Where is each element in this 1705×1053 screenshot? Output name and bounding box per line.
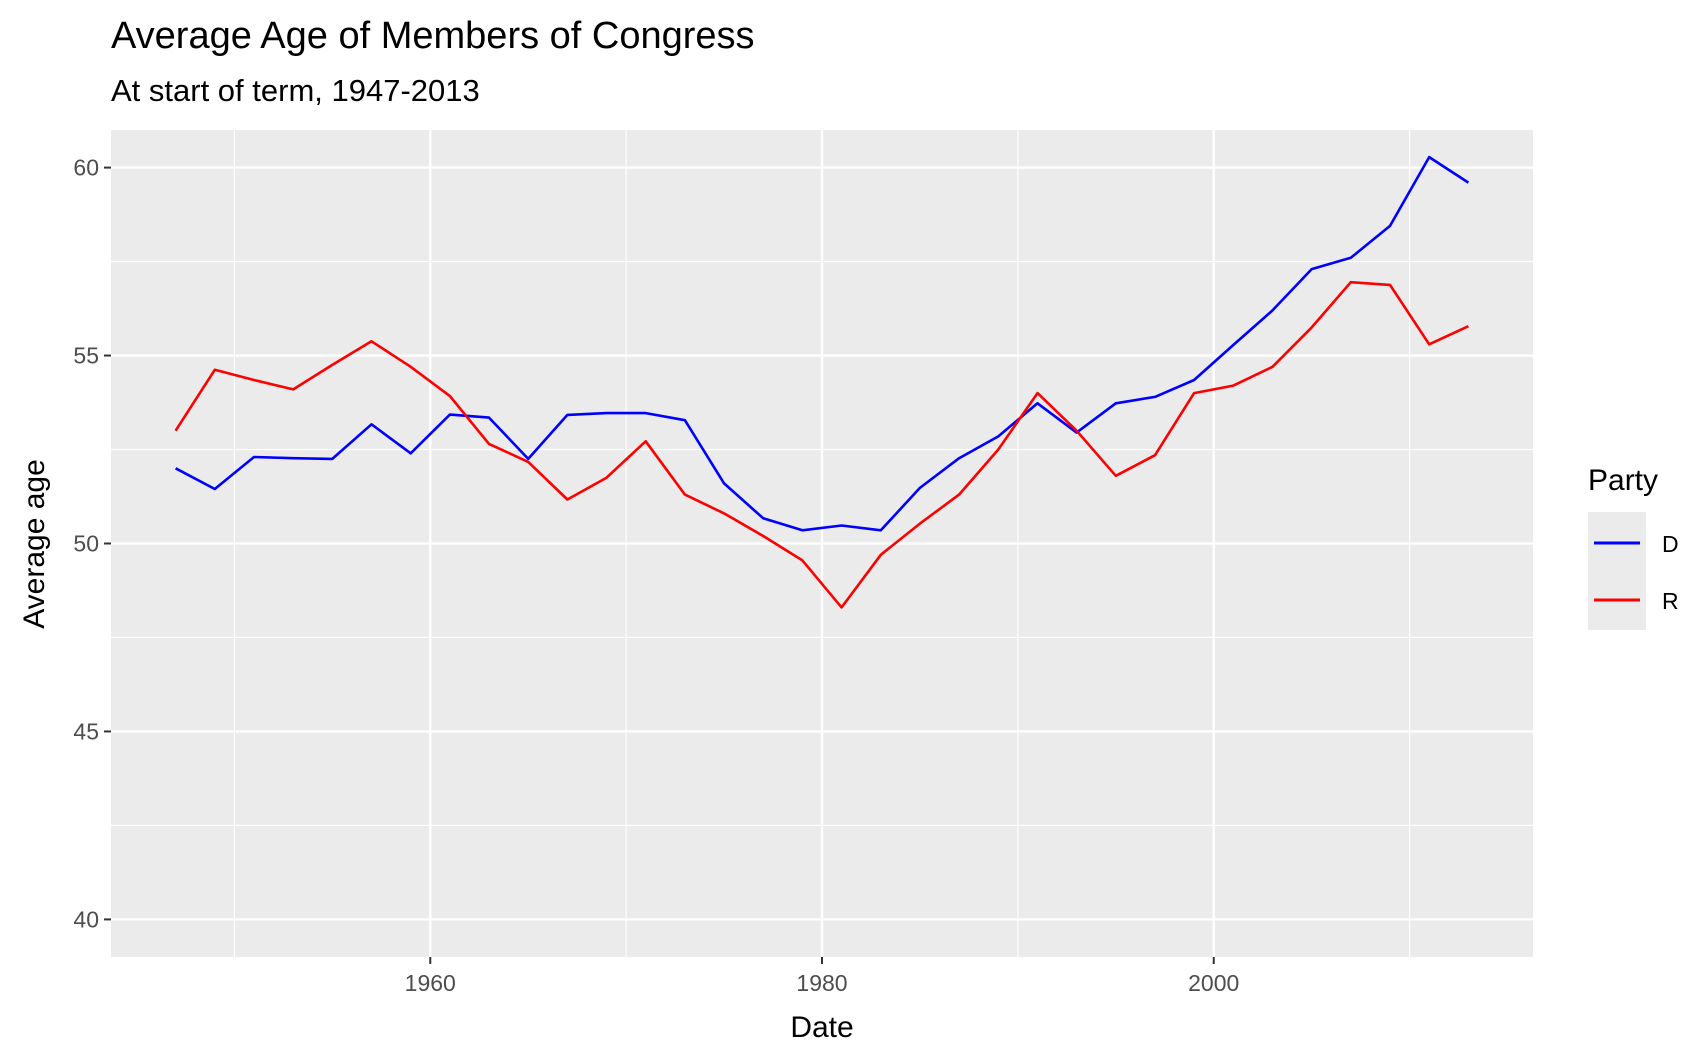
y-axis-title: Average age xyxy=(18,459,51,629)
series-line-r xyxy=(174,280,1469,609)
y-tick-label: 55 xyxy=(73,343,99,369)
grid-lines xyxy=(111,130,1533,957)
x-tick-label: 1960 xyxy=(405,970,456,996)
legend: Party D R xyxy=(1588,464,1679,630)
x-axis-title: Date xyxy=(790,1011,853,1044)
series-line-d xyxy=(174,155,1470,532)
x-tick-label: 1980 xyxy=(796,970,847,996)
legend-label-d: D xyxy=(1662,531,1679,557)
y-tick-label: 60 xyxy=(73,155,99,181)
series-lines xyxy=(174,155,1470,609)
y-tick-label: 45 xyxy=(73,718,99,744)
legend-label-r: R xyxy=(1662,588,1679,614)
y-tick-label: 50 xyxy=(73,531,99,557)
legend-title: Party xyxy=(1588,464,1658,497)
x-tick-label: 2000 xyxy=(1188,970,1239,996)
y-tick-label: 40 xyxy=(73,906,99,932)
y-axis-ticks: 40 45 50 55 60 xyxy=(73,155,111,932)
chart-title: Average Age of Members of Congress xyxy=(111,15,755,57)
legend-key-background xyxy=(1588,512,1646,630)
chart-subtitle: At start of term, 1947-2013 xyxy=(111,73,480,108)
x-axis-ticks: 1960 1980 2000 xyxy=(405,957,1239,996)
